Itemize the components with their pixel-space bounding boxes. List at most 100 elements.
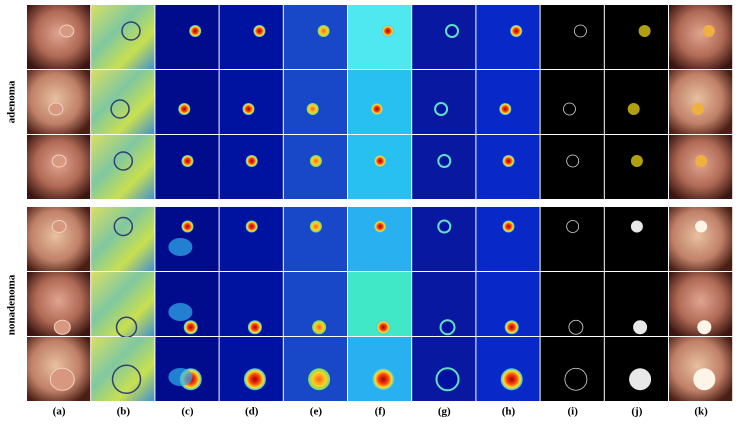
heatmap-ring [435, 367, 460, 392]
heatmap-ring [445, 24, 460, 38]
heatmap-blob [376, 320, 391, 335]
image-cell [27, 207, 91, 271]
image-cell [476, 5, 540, 69]
lesion-edge [113, 151, 134, 171]
lesion [51, 154, 67, 168]
image-cell [540, 272, 604, 336]
image-cell [219, 135, 283, 199]
lesion [53, 319, 71, 335]
lesion [49, 367, 75, 391]
column-label: (f) [375, 406, 386, 418]
contour [574, 24, 587, 38]
contour [564, 367, 588, 391]
image-cell [412, 207, 476, 271]
contour [568, 319, 584, 335]
column-label: (a) [53, 406, 66, 418]
overlay [695, 155, 708, 167]
image-cell [540, 5, 604, 69]
heatmap-ring [439, 319, 456, 336]
image-cell [540, 207, 604, 271]
heatmap-blob [181, 220, 194, 233]
heatmap-ring [437, 219, 452, 234]
image-cell [412, 5, 476, 69]
heatmap-blob [245, 155, 258, 167]
column-label: (g) [438, 406, 451, 418]
column-label: (d) [245, 406, 259, 418]
heatmap-blob [510, 25, 523, 37]
contour [566, 220, 580, 233]
heatmap-blob [247, 320, 262, 335]
heatmap-blob [183, 320, 198, 335]
heatmap-blob [370, 103, 383, 115]
mask [638, 25, 651, 37]
lesion-edge [110, 99, 130, 119]
heatmap-noise [168, 368, 193, 386]
heatmap-blob [317, 25, 330, 37]
column-label: (e) [310, 406, 323, 418]
image-cell [669, 207, 733, 271]
image-cell [540, 70, 604, 134]
heatmap-blob [243, 368, 266, 391]
mask [630, 155, 643, 167]
image-cell [283, 70, 347, 134]
heatmap-blob [312, 320, 327, 335]
column-label: (h) [502, 406, 516, 418]
heatmap-blob [306, 103, 319, 115]
image-cell [283, 207, 347, 271]
heatmap-noise [168, 238, 193, 256]
image-cell [604, 135, 668, 199]
lesion [51, 220, 67, 233]
image-cell [91, 207, 155, 271]
image-cell [348, 5, 412, 69]
overlay [693, 368, 716, 391]
image-cell [669, 70, 733, 134]
image-cell [476, 70, 540, 134]
image-cell [348, 70, 412, 134]
heatmap-blob [374, 220, 387, 233]
lesion-edge [113, 216, 134, 237]
image-cell [155, 135, 219, 199]
heatmap-blob [181, 155, 194, 167]
row-group-label: adenoma [6, 80, 18, 123]
lesion [48, 102, 64, 116]
heatmap-blob [372, 368, 395, 391]
column-label: (i) [568, 406, 579, 418]
column-label: (c) [181, 406, 194, 418]
contour [566, 154, 580, 168]
image-cell [348, 207, 412, 271]
column-label: (j) [631, 406, 642, 418]
contour [563, 102, 576, 116]
image-cell [91, 70, 155, 134]
heatmap-blob [309, 220, 322, 233]
image-cell [476, 207, 540, 271]
image-cell [155, 5, 219, 69]
heatmap-blob [189, 25, 202, 37]
image-cell [91, 272, 155, 336]
overlay [697, 320, 712, 335]
overlay [691, 103, 704, 115]
heatmap-blob [242, 103, 255, 115]
overlay [702, 25, 715, 37]
heatmap-blob [381, 25, 394, 37]
lesion [59, 24, 75, 38]
image-cell [91, 337, 155, 401]
image-cell [27, 70, 91, 134]
heatmap-blob [253, 25, 266, 37]
lesion-edge [121, 21, 141, 41]
image-cell [91, 135, 155, 199]
image-cell [27, 5, 91, 69]
heatmap-noise [168, 303, 193, 321]
image-cell [604, 70, 668, 134]
row-group-label: nonadenoma [6, 274, 18, 335]
heatmap-blob [374, 155, 387, 167]
column-label: (b) [117, 406, 131, 418]
mask [629, 368, 652, 391]
image-cell [219, 207, 283, 271]
column-label: (k) [694, 406, 708, 418]
image-cell [155, 70, 219, 134]
image-cell [604, 5, 668, 69]
image-cell [283, 135, 347, 199]
heatmap-blob [245, 220, 258, 233]
image-cell [669, 135, 733, 199]
